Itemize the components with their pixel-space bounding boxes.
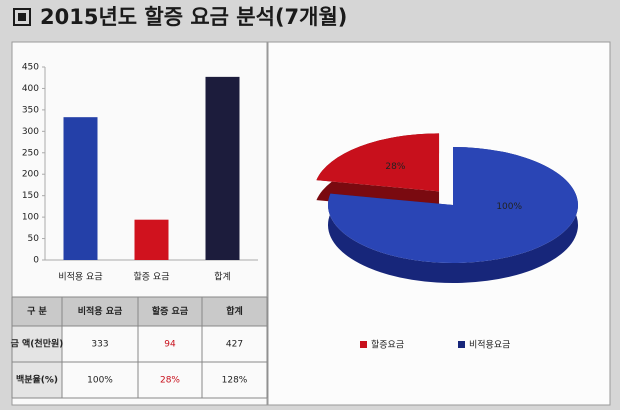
y-tick-label: 350 — [22, 105, 39, 115]
table-cell: 금 액(천만원) — [11, 338, 64, 350]
y-tick-label: 200 — [22, 170, 39, 180]
table-cell: 백분율(%) — [16, 374, 58, 386]
y-tick-label: 100 — [22, 213, 39, 223]
y-tick-label: 0 — [33, 256, 39, 266]
bar — [205, 76, 240, 260]
table-cell: 28% — [160, 376, 180, 386]
pie-value-label: 28% — [385, 162, 405, 172]
table-cell: 94 — [164, 340, 176, 350]
table-header: 할증 요금 — [152, 305, 189, 317]
legend-label: 할증요금 — [371, 340, 404, 351]
pie-slice — [316, 133, 440, 192]
title-icon — [13, 8, 31, 26]
y-tick-label: 400 — [22, 84, 39, 94]
legend-swatch — [458, 341, 465, 348]
y-tick-label: 450 — [22, 63, 39, 73]
table-cell: 427 — [226, 340, 243, 350]
table-cell: 128% — [222, 376, 248, 386]
y-tick-label: 150 — [22, 191, 39, 201]
table-header: 비적용 요금 — [78, 305, 123, 317]
y-tick-label: 250 — [22, 148, 39, 158]
table: 구 분 비적용 요금 할증 요금 합계금 액(천만원) 333 94 427 백분율(%) 10… — [11, 296, 268, 399]
x-tick-label: 비적용 요금 — [58, 271, 102, 283]
x-tick-label: 할증 요금 — [134, 272, 170, 283]
title: 2015년도 할증 요금 분석(7개월) — [40, 5, 347, 29]
y-tick-label: 300 — [22, 127, 39, 137]
table-cell: 333 — [91, 340, 108, 350]
bar — [63, 117, 98, 261]
title-icon-inner — [18, 13, 26, 21]
table-header: 합계 — [226, 305, 243, 317]
table-header-bg — [12, 297, 267, 326]
x-tick-label: 합계 — [214, 271, 231, 283]
legend-swatch — [360, 341, 367, 348]
pie-value-label: 100% — [496, 202, 522, 212]
legend-label: 비적용요금 — [469, 339, 510, 351]
bar — [134, 219, 169, 260]
pie-slice — [328, 147, 578, 263]
table-cell: 100% — [87, 376, 113, 386]
y-tick-label: 50 — [28, 234, 40, 244]
table-header: 구 분 — [27, 306, 47, 317]
